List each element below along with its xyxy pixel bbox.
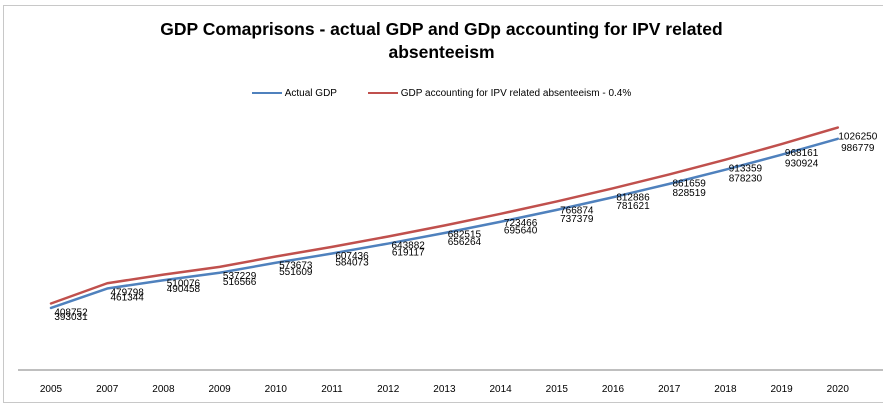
x-tick-label: 2020 [827,384,850,395]
data-label: 643882 [392,240,426,251]
chart-title-line2: absenteeism [388,42,495,62]
data-label: 968161 [785,148,819,159]
chart-title: GDP Comaprisons - actual GDP and GDp acc… [0,18,883,64]
x-tick-label: 2010 [265,384,288,395]
data-label: 461344 [111,293,145,304]
data-label: 607436 [335,251,369,262]
data-label: 930924 [785,159,819,170]
x-tick-label: 2019 [770,384,793,395]
data-label: 619117 [392,248,425,259]
data-label: 656264 [448,237,482,248]
legend-label-actual-gdp: Actual GDP [284,87,337,99]
data-label: 1026250 [838,132,877,143]
x-tick-label: 2017 [658,384,681,395]
x-tick-label: 2011 [321,384,343,395]
data-label: 828519 [673,188,707,199]
data-label: 878230 [729,174,763,185]
data-label: 695640 [504,226,538,237]
data-label: 986779 [841,143,875,154]
x-tick-label: 2013 [433,384,456,395]
data-label: 393031 [54,312,88,323]
data-label: 479798 [111,287,145,298]
legend-swatch-actual-gdp [251,92,282,94]
data-label: 490458 [167,284,201,295]
data-label: 781621 [616,201,650,212]
legend-swatch-gdp-ipv [367,92,398,94]
legend-item-actual-gdp: Actual GDP [251,87,337,99]
x-tick-label: 2015 [546,384,569,395]
series-line-actual-gdp [49,137,840,310]
data-label: 551609 [279,267,313,278]
legend-label-gdp-ipv: GDP accounting for IPV related absenteei… [400,87,632,99]
chart-frame [3,5,883,403]
data-label: 682515 [448,229,482,240]
x-tick-label: 2016 [602,384,625,395]
data-label: 723466 [504,218,538,229]
x-tick-label: 2009 [208,384,231,395]
data-label: 516566 [223,277,257,288]
x-tick-label: 2007 [96,384,119,395]
data-label: 408752 [54,308,88,319]
chart-title-line1: GDP Comaprisons - actual GDP and GDp acc… [160,19,723,39]
data-label: 510076 [167,279,201,290]
data-label: 812886 [616,192,650,203]
data-label: 737379 [560,214,594,225]
data-label: 766874 [560,205,594,216]
x-tick-label: 2008 [152,384,175,395]
data-label: 537229 [223,271,257,282]
series-line-gdp-ipv [49,126,840,305]
data-label: 861659 [673,178,707,189]
x-tick-label: 2018 [714,384,737,395]
data-label: 584073 [335,258,369,269]
chart-legend: Actual GDP GDP accounting for IPV relate… [0,86,883,99]
x-tick-label: 2012 [377,384,400,395]
legend-item-gdp-ipv: GDP accounting for IPV related absenteei… [367,87,632,99]
data-label: 913359 [729,164,763,175]
x-tick-label: 2005 [40,384,63,395]
data-label: 573673 [279,261,313,272]
x-tick-label: 2014 [489,384,512,395]
